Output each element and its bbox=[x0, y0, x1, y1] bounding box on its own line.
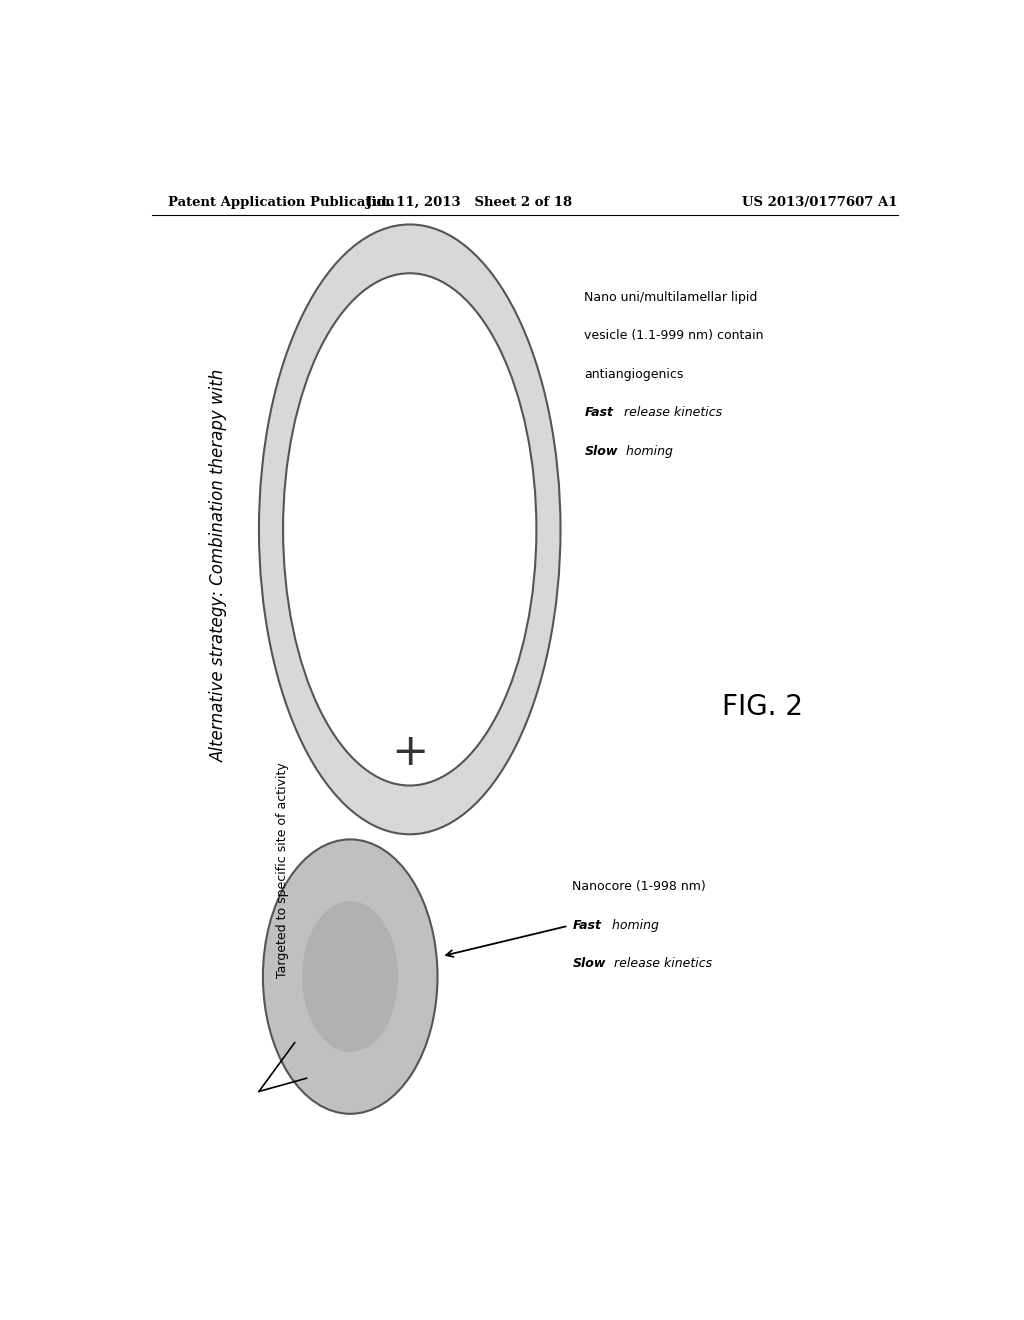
Text: Nano uni/multilamellar lipid: Nano uni/multilamellar lipid bbox=[585, 290, 758, 304]
Text: Slow: Slow bbox=[585, 445, 617, 458]
Text: Fast: Fast bbox=[585, 407, 613, 420]
Text: Jul. 11, 2013   Sheet 2 of 18: Jul. 11, 2013 Sheet 2 of 18 bbox=[367, 195, 572, 209]
Text: homing: homing bbox=[622, 445, 673, 458]
Text: Targeted to specific site of activity: Targeted to specific site of activity bbox=[276, 762, 289, 978]
Text: +: + bbox=[391, 731, 428, 775]
Text: Patent Application Publication: Patent Application Publication bbox=[168, 195, 394, 209]
Text: vesicle (1.1-999 nm) contain: vesicle (1.1-999 nm) contain bbox=[585, 329, 764, 342]
Text: Fast: Fast bbox=[572, 919, 601, 932]
Ellipse shape bbox=[283, 273, 537, 785]
Text: US 2013/0177607 A1: US 2013/0177607 A1 bbox=[742, 195, 898, 209]
Text: Alternative strategy: Combination therapy with: Alternative strategy: Combination therap… bbox=[210, 368, 228, 762]
Ellipse shape bbox=[259, 224, 560, 834]
Ellipse shape bbox=[302, 902, 398, 1052]
Text: release kinetics: release kinetics bbox=[609, 957, 712, 970]
Text: Slow: Slow bbox=[572, 957, 606, 970]
Text: antiangiogenics: antiangiogenics bbox=[585, 368, 684, 380]
Text: homing: homing bbox=[608, 919, 659, 932]
Ellipse shape bbox=[263, 840, 437, 1114]
Text: release kinetics: release kinetics bbox=[620, 407, 722, 420]
Text: Nanocore (1-998 nm): Nanocore (1-998 nm) bbox=[572, 880, 707, 894]
Text: FIG. 2: FIG. 2 bbox=[722, 693, 804, 721]
